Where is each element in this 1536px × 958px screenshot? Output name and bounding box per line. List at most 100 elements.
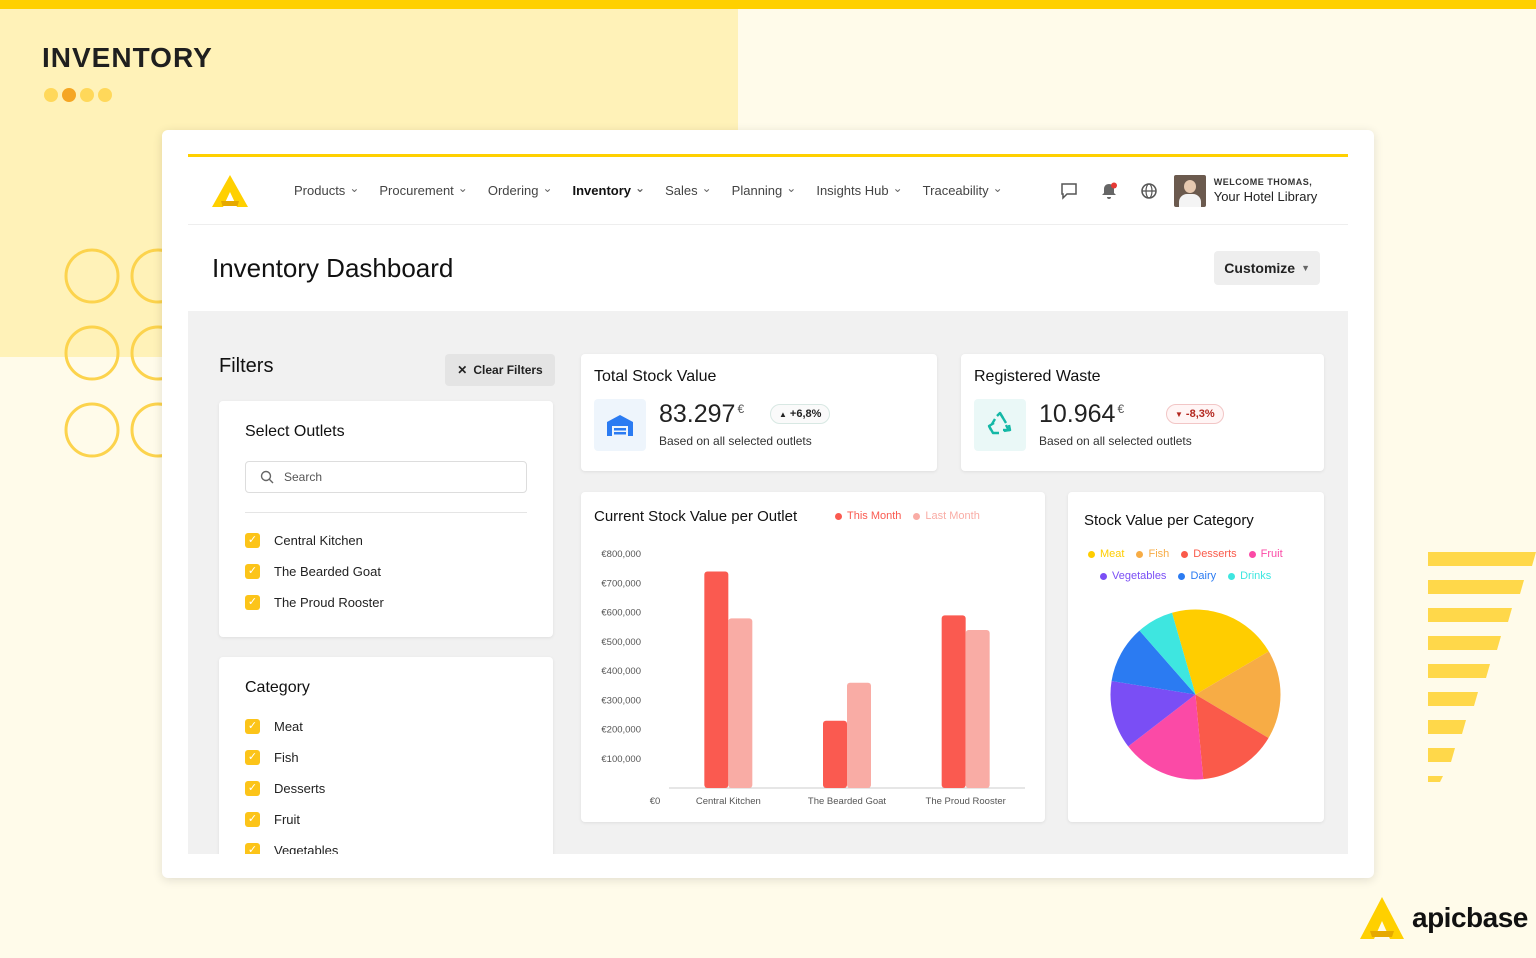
legend-label: Meat <box>1100 548 1125 560</box>
nav-item-insights-hub[interactable]: Insights Hub ⌄ <box>816 180 903 199</box>
pie-slice-vegetables[interactable] <box>1110 680 1196 747</box>
nav-item-label: Ordering <box>487 183 539 198</box>
chevron-down-icon: ⌄ <box>635 180 646 195</box>
nav-menu: Products ⌄ Procurement ⌄ Ordering ⌄ Inventory ⌄… <box>294 180 1003 199</box>
nav-item-ordering[interactable]: Ordering ⌄ <box>487 181 553 199</box>
pie-slice-dairy[interactable] <box>1111 630 1196 695</box>
checkbox-item[interactable]: ✓ Meat <box>245 711 338 742</box>
legend-item-drinks[interactable]: Drinks <box>1228 570 1271 582</box>
arrow-up-icon: ▲ <box>779 409 787 419</box>
bar-last-month-central-kitchen[interactable] <box>728 618 753 788</box>
checkbox-checked-icon[interactable]: ✓ <box>245 719 260 734</box>
chat-icon[interactable] <box>1060 182 1078 200</box>
x-tick-label: Central Kitchen <box>696 796 761 807</box>
legend-item-vegetables[interactable]: Vegetables <box>1100 570 1166 582</box>
kpi-amount: 10.964 <box>1039 400 1116 428</box>
bar-last-month-the-bearded-goat[interactable] <box>847 682 871 788</box>
outlet-list: ✓ Central Kitchen ✓ The Bearded Goat ✓ The Pr… <box>245 525 384 618</box>
checkbox-item[interactable]: ✓ Central Kitchen <box>245 525 384 556</box>
user-info: WELCOME THOMAS, Your Hotel Library <box>1214 177 1318 204</box>
clear-filters-button[interactable]: ✕ Clear Filters <box>445 354 555 386</box>
outlet-search-input[interactable]: Search <box>245 461 527 493</box>
carousel-dot <box>44 88 58 102</box>
checkbox-item[interactable]: ✓ The Proud Rooster <box>245 587 384 618</box>
top-navigation: Products ⌄ Procurement ⌄ Ordering ⌄ Inventory ⌄… <box>188 157 1348 225</box>
bar-this-month-central-kitchen[interactable] <box>704 571 729 788</box>
clear-filters-label: Clear Filters <box>473 363 543 377</box>
welcome-text: WELCOME THOMAS, <box>1213 177 1313 187</box>
trend-value: +6,8% <box>789 408 822 420</box>
bell-icon[interactable] <box>1100 182 1118 200</box>
nav-item-label: Planning <box>731 183 783 198</box>
checkbox-checked-icon[interactable]: ✓ <box>245 595 260 610</box>
checkbox-item[interactable]: ✓ Fruit <box>245 804 338 835</box>
nav-item-sales[interactable]: Sales ⌄ <box>665 181 712 199</box>
bar-last-month-the-proud-rooster[interactable] <box>965 630 990 788</box>
checkbox-item[interactable]: ✓ Desserts <box>245 773 338 804</box>
chart-legend: Meat Fish Desserts Fruit Vegetables Dairy Drin… <box>1088 548 1308 582</box>
nav-item-products[interactable]: Products ⌄ <box>294 181 359 199</box>
nav-item-label: Procurement <box>379 183 454 198</box>
total-stock-card: Total Stock Value 83.297 € ▲ +6,8% Ba <box>581 354 937 471</box>
pie-slice-fish[interactable] <box>1195 651 1281 738</box>
checkbox-checked-icon[interactable]: ✓ <box>245 750 260 765</box>
kpi-subtitle: Based on all selected outlets <box>1039 434 1192 448</box>
app-logo-icon[interactable] <box>212 173 248 209</box>
nav-item-traceability[interactable]: Traceability ⌄ <box>923 181 1003 199</box>
carousel-dot <box>80 88 94 102</box>
checkbox-item[interactable]: ✓ Vegetables <box>245 835 338 854</box>
pie-slice-drinks[interactable] <box>1139 612 1196 695</box>
checkbox-checked-icon[interactable]: ✓ <box>245 843 260 854</box>
x-tick-label: The Bearded Goat <box>808 796 887 807</box>
bar-this-month-the-bearded-goat[interactable] <box>823 720 847 788</box>
nav-item-label: Insights Hub <box>816 183 889 198</box>
checkbox-item[interactable]: ✓ Fish <box>245 742 338 773</box>
pie-slice-fruit[interactable] <box>1128 694 1204 780</box>
checkbox-checked-icon[interactable]: ✓ <box>245 564 260 579</box>
checkbox-label: Desserts <box>274 781 326 796</box>
nav-item-planning[interactable]: Planning ⌄ <box>731 181 797 199</box>
chevron-down-icon: ⌄ <box>892 180 903 195</box>
y-tick-label: €100,000 <box>601 754 641 765</box>
checkbox-label: Central Kitchen <box>274 533 363 548</box>
category-panel: Category ✓ Meat ✓ Fish ✓ Desserts ✓ Fruit ✓ Veget… <box>219 657 553 854</box>
checkbox-checked-icon[interactable]: ✓ <box>245 781 260 796</box>
apicbase-logo-icon <box>1360 897 1404 939</box>
kpi-title: Total Stock Value <box>594 368 717 385</box>
avatar[interactable] <box>1173 174 1206 207</box>
checkbox-item[interactable]: ✓ The Bearded Goat <box>245 556 384 587</box>
nav-item-procurement[interactable]: Procurement ⌄ <box>379 181 467 199</box>
bar-this-month-the-proud-rooster[interactable] <box>941 615 966 788</box>
legend-label: Dairy <box>1190 570 1217 582</box>
customize-button[interactable]: Customize ▼ <box>1214 251 1320 285</box>
trend-badge: ▼ -8,3% <box>1166 404 1224 424</box>
legend-item-fruit[interactable]: Fruit <box>1248 548 1283 560</box>
checkbox-label: The Bearded Goat <box>274 564 381 579</box>
user-menu[interactable]: WELCOME THOMAS, Your Hotel Library <box>1173 174 1318 207</box>
stock-per-outlet-chart: €100,000 €200,000 €300,000 €400,000 €500,000… <box>581 492 1045 822</box>
checkbox-checked-icon[interactable]: ✓ <box>245 812 260 827</box>
legend-item-last-month[interactable]: Last Month <box>913 510 980 522</box>
nav-item-inventory[interactable]: Inventory ⌄ <box>573 180 646 199</box>
legend-item-this-month[interactable]: This Month <box>835 510 901 522</box>
legend-dot <box>1178 572 1186 580</box>
kpi-value: 10.964 € <box>1039 400 1124 429</box>
legend-item-fish[interactable]: Fish <box>1136 548 1169 560</box>
y-tick-label: €200,000 <box>601 725 641 736</box>
legend-label: Drinks <box>1240 570 1272 582</box>
legend-item-dairy[interactable]: Dairy <box>1178 570 1216 582</box>
carousel-dot-active <box>62 88 76 102</box>
legend-dot <box>1136 550 1144 558</box>
legend-dot <box>1248 550 1256 558</box>
carousel-dots <box>44 88 112 102</box>
category-title: Category <box>245 679 310 696</box>
app-content: Products ⌄ Procurement ⌄ Ordering ⌄ Inventory ⌄… <box>188 154 1348 854</box>
registered-waste-card: Registered Waste 10.964 € <box>961 354 1324 471</box>
globe-icon[interactable] <box>1140 182 1158 200</box>
x-tick-label: The Proud Rooster <box>926 796 1006 807</box>
legend-item-desserts[interactable]: Desserts <box>1181 548 1237 560</box>
pie-slice-meat[interactable] <box>1172 609 1269 695</box>
legend-item-meat[interactable]: Meat <box>1088 548 1124 560</box>
checkbox-checked-icon[interactable]: ✓ <box>245 533 260 548</box>
pie-slice-desserts[interactable] <box>1195 694 1269 780</box>
